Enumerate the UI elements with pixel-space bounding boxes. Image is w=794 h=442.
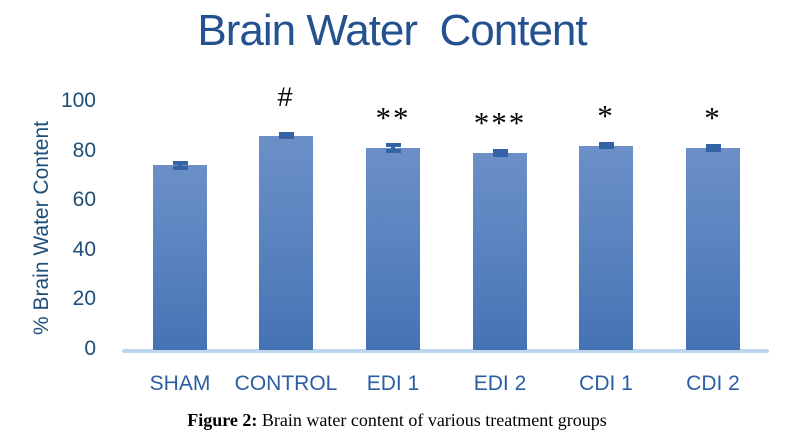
x-tick-label-edi-1: EDI 1: [366, 372, 420, 395]
error-bar-bottom-cap-cdi-2: [705, 147, 721, 152]
x-tick-label-cdi-1: CDI 1: [579, 372, 633, 395]
x-tick-label-sham: SHAM: [149, 372, 211, 395]
x-tick-label-control: CONTROL: [234, 372, 338, 395]
error-bar-bottom-cap-sham: [172, 166, 188, 171]
significance-marker-edi-1: **: [375, 100, 411, 136]
chart-title: Brain Water Content: [197, 6, 587, 55]
error-bar-sham: [178, 160, 182, 171]
bar-cdi-1: [579, 145, 633, 350]
error-bar-bottom-cap-edi-1: [385, 149, 401, 154]
y-tick-label-60: 60: [72, 188, 96, 212]
error-bar-bottom-cap-cdi-1: [598, 145, 614, 150]
bar-edi-1: [366, 148, 420, 350]
error-bar-top-cap-edi-2: [492, 149, 508, 154]
y-axis-label: % Brain Water Content: [30, 121, 53, 335]
y-tick-label-80: 80: [72, 138, 96, 162]
significance-marker-cdi-1: *: [597, 97, 615, 133]
error-bar-top-cap-cdi-1: [598, 141, 614, 146]
error-bar-top-cap-edi-1: [385, 143, 401, 148]
y-tick-label-100: 100: [60, 89, 96, 112]
significance-marker-cdi-2: *: [704, 100, 722, 136]
error-bar-bottom-cap-control: [278, 135, 294, 140]
x-tick-label-edi-2: EDI 2: [473, 372, 527, 395]
bar-control: [259, 135, 313, 350]
error-bar-top-cap-cdi-2: [705, 144, 721, 149]
y-tick-label-40: 40: [72, 237, 96, 261]
caption-label: Figure 2:: [187, 410, 258, 430]
y-tick-label-20: 20: [72, 287, 96, 311]
x-tick-label-cdi-2: CDI 2: [686, 372, 740, 395]
error-bar-top-cap-sham: [172, 160, 188, 165]
figure-caption: Figure 2: Brain water content of various…: [0, 410, 794, 431]
y-tick-label-0: 0: [84, 337, 96, 360]
bar-sham: [153, 165, 207, 350]
caption-text: Brain water content of various treatment…: [257, 410, 607, 430]
significance-marker-control: #: [277, 81, 295, 112]
bar-edi-2: [473, 153, 527, 350]
error-bar-top-cap-control: [278, 132, 294, 136]
error-bar-edi-1: [391, 143, 395, 154]
significance-marker-edi-2: ***: [473, 105, 527, 141]
x-axis-line: [122, 349, 769, 353]
bar-cdi-2: [686, 148, 740, 350]
error-bar-bottom-cap-edi-2: [492, 152, 508, 157]
